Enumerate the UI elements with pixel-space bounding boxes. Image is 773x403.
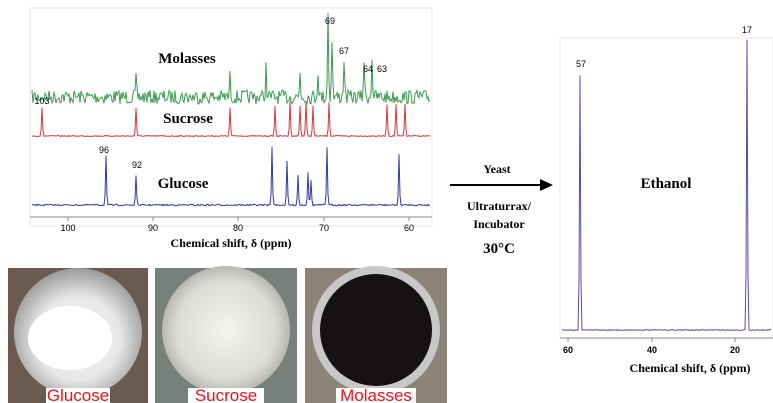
glucose-trace: [32, 147, 430, 206]
peak-label: 17: [742, 25, 752, 35]
glucose-powder: [28, 306, 112, 370]
photos: [8, 266, 447, 403]
molasses-trace: [32, 13, 430, 104]
product-label: Ethanol: [641, 176, 692, 192]
peak-label: 92: [132, 160, 142, 170]
arrow-label: 30°C: [483, 241, 515, 257]
x-tick-label: 60: [404, 223, 414, 233]
molasses: [320, 274, 432, 386]
x-tick-label: 90: [148, 223, 158, 233]
photo-caption: Molasses: [340, 386, 412, 403]
x-tick-label: 60: [563, 345, 573, 355]
arrow-label: Ultraturrax/: [467, 199, 532, 213]
x-tick-label: 80: [233, 223, 243, 233]
photo-caption: Glucose: [47, 386, 109, 403]
trace-label: Glucose: [158, 176, 209, 192]
arrow-label: Incubator: [473, 217, 525, 231]
x-axis-label: Chemical shift, δ (ppm): [171, 236, 292, 250]
frame: [30, 8, 432, 226]
dish: [162, 266, 290, 394]
x-tick-label: 100: [60, 223, 75, 233]
x-tick-label: 70: [319, 223, 329, 233]
photo-caption: Sucrose: [195, 386, 257, 403]
peak-label: 96: [99, 145, 109, 155]
trace-label: Molasses: [158, 51, 216, 67]
peak-label: 57: [576, 59, 586, 69]
x-axis-label: Chemical shift, δ (ppm): [630, 361, 751, 375]
arrow-label: Yeast: [483, 162, 510, 176]
trace-label: Sucrose: [163, 111, 213, 127]
figure: Molasses Sucrose Glucose 69 67 64 63 103 96 92 57 1…: [0, 0, 773, 403]
peak-label: 64: [363, 64, 373, 74]
sucrose-trace: [32, 102, 430, 137]
arrow-head: [540, 179, 553, 191]
peak-label: 67: [339, 46, 349, 56]
x-tick-label: 20: [730, 345, 740, 355]
peak-label: 103: [34, 96, 49, 106]
peak-label: 63: [377, 64, 387, 74]
peak-label: 69: [325, 16, 335, 26]
x-tick-label: 40: [647, 345, 657, 355]
